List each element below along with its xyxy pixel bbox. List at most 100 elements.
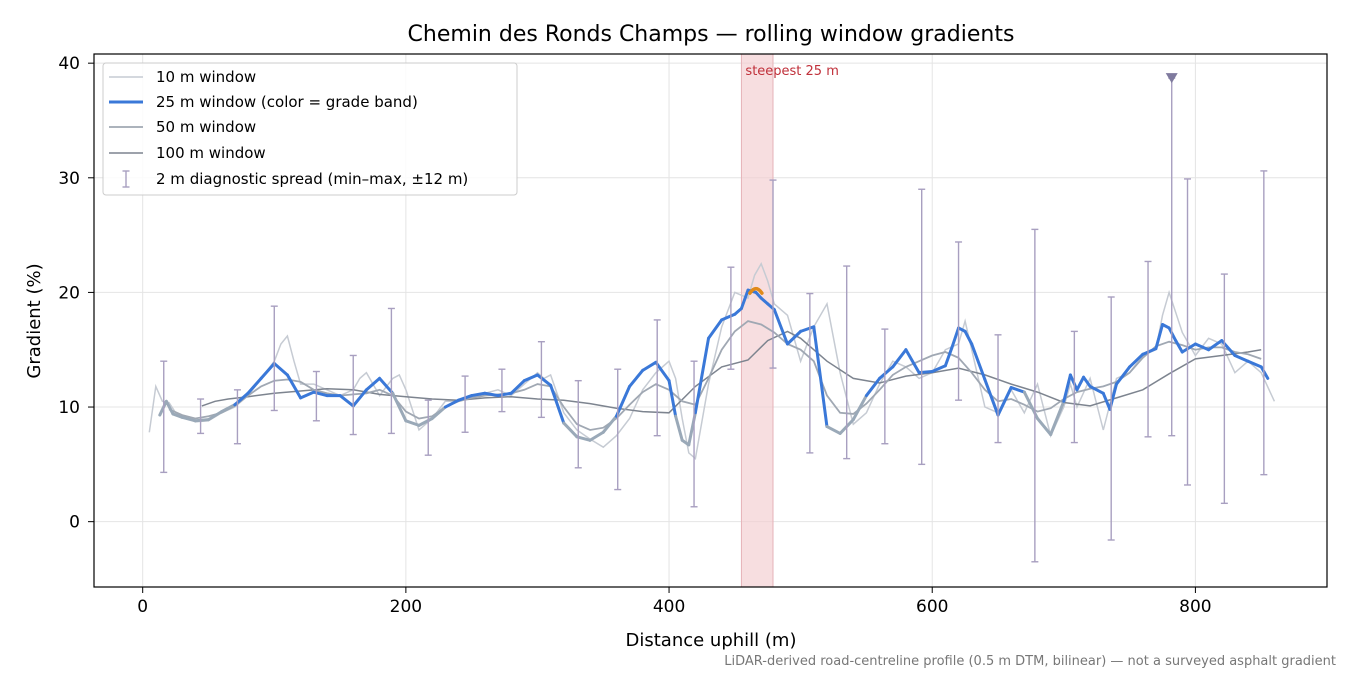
series-100m-line (201, 330, 1262, 414)
series-25m-segment (285, 373, 303, 400)
spread-bar (270, 305, 278, 412)
spread-bar (1168, 77, 1176, 437)
series-25m-segment (628, 368, 645, 388)
spread-bar (690, 360, 698, 508)
spread-bar (955, 241, 963, 401)
spread-bar (424, 399, 432, 456)
series-25m-segment (391, 391, 408, 423)
spread-bar (312, 370, 320, 422)
chart-title: Chemin des Ronds Champs — rolling window… (408, 22, 1015, 47)
legend-item: 100 m window (109, 144, 266, 162)
steepest-band (740, 54, 774, 587)
series-25m-segment (970, 342, 987, 382)
series-25m-segment (1101, 391, 1112, 411)
series-25m-segment (535, 373, 553, 387)
legend-item: 25 m window (color = grade band) (109, 93, 418, 111)
spread-bar (349, 354, 357, 436)
series-25m-segment (259, 361, 276, 380)
spread-bar (653, 319, 661, 437)
x-tick-label: 400 (653, 597, 685, 617)
series-25m-segment (1009, 386, 1026, 394)
series-10m-line (148, 262, 1276, 461)
series-25m-segment (1207, 339, 1224, 352)
spread-bar (727, 266, 735, 370)
spread-bar (574, 379, 582, 469)
series-25m-segment (1049, 399, 1066, 437)
series-25m-segment (1180, 342, 1197, 354)
spread-bar (806, 292, 814, 454)
series-25m-segment (338, 394, 355, 408)
series-50m-line (168, 320, 1262, 431)
x-tick-label: 200 (390, 597, 422, 617)
series-25m-segment (878, 365, 895, 380)
series-25m-segment (364, 376, 382, 392)
plot-area: 0 200 400 600 800 0 10 20 30 40 steepest 25 m 10 m … (58, 53, 1328, 617)
series-25m-segment (614, 384, 632, 418)
spread-bar (461, 375, 469, 433)
series-25m-segment (562, 421, 579, 439)
spread-bar (1260, 170, 1268, 476)
legend-item: 50 m window (109, 118, 256, 136)
series-25m-segment (1174, 339, 1184, 354)
series-25m-segment (1082, 375, 1092, 388)
series-25m-segment (470, 391, 487, 398)
legend-label: 25 m window (color = grade band) (156, 93, 418, 111)
series-25m-segment (1075, 375, 1086, 392)
spread-bar (197, 398, 205, 435)
x-tick-label: 600 (916, 597, 948, 617)
spread-bar (769, 179, 777, 369)
series-25m-segment (378, 376, 395, 395)
series-25m-segment (707, 318, 724, 340)
series-25m-segment (996, 386, 1013, 417)
series-25m-segment (943, 345, 954, 368)
legend-label: 10 m window (156, 68, 256, 86)
series-25m-segment (1114, 365, 1132, 386)
spread-bar (1144, 260, 1152, 438)
series-25m-segment (904, 348, 921, 375)
series-25m-segment (720, 312, 737, 322)
series-25m-segment (496, 391, 513, 398)
spread-bar (1107, 296, 1115, 541)
x-tick-label: 0 (137, 597, 148, 617)
series-25m-segment (1154, 323, 1165, 351)
series-25m-segment (667, 379, 678, 418)
series-25m-segment (930, 364, 947, 374)
series-25m-segment (799, 325, 816, 333)
y-axis-label: Gradient (%) (24, 263, 45, 378)
series-25m-segment (1193, 342, 1211, 352)
spread-bar (537, 341, 545, 419)
series-25m-segment (963, 329, 974, 346)
legend-item: 10 m window (109, 68, 256, 86)
footnote: LiDAR-derived road-centreline profile (0… (724, 654, 1336, 669)
series-25m-segment (693, 336, 711, 415)
spread-bar (843, 265, 851, 460)
series-25m-segment (601, 414, 618, 434)
series-25m-segment (1128, 352, 1145, 369)
series-25m-segment (825, 425, 842, 435)
legend-label: 2 m diagnostic spread (min–max, ±12 m) (156, 170, 468, 188)
series-25m-segment (654, 360, 671, 383)
series-25m-segment (1088, 384, 1105, 395)
legend-box (102, 62, 518, 196)
y-tick-label: 10 (58, 398, 80, 418)
series-25m-segment (246, 376, 263, 395)
series-25m-segment (404, 419, 421, 427)
spread-bar (1220, 273, 1228, 505)
series-25m-segment (430, 405, 447, 421)
legend-label: 50 m window (156, 118, 256, 136)
series-25m-segment (674, 414, 684, 442)
series-25m-segment (206, 410, 224, 422)
series-25m-segment (522, 373, 539, 383)
series-25m-segment (180, 415, 197, 423)
series-25m-segment (193, 418, 210, 423)
series-25m-segment (739, 288, 750, 310)
y-tick-label: 40 (58, 54, 80, 74)
spread-bar (387, 307, 395, 435)
series-25m-segment (549, 383, 566, 425)
spread-bar (994, 334, 1002, 444)
series-25m-segment (443, 398, 461, 409)
series-25m-segment (171, 412, 184, 419)
x-tick-label: 800 (1179, 597, 1211, 617)
series-25m-segment (220, 403, 237, 414)
